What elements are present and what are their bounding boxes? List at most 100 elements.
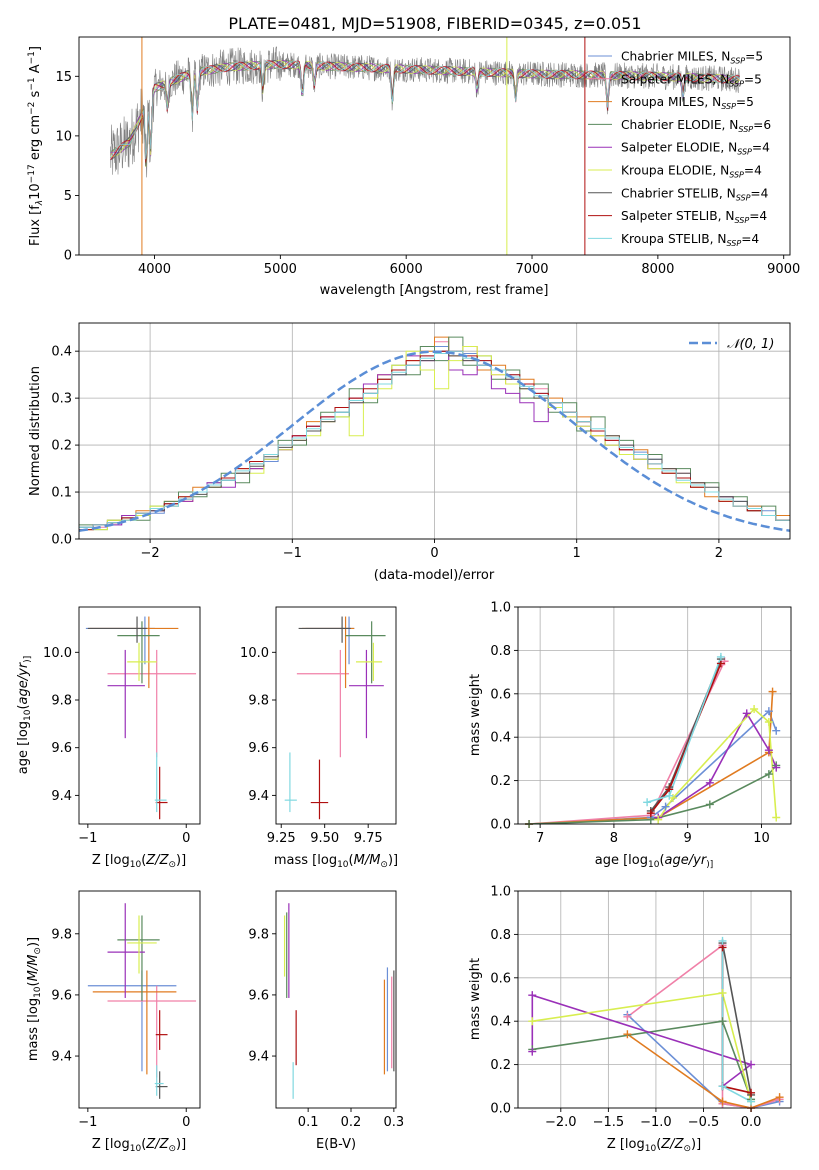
y-tick-label: 9.6 xyxy=(51,988,72,1003)
x-tick-label: 0.3 xyxy=(384,1115,405,1130)
legend-text: =4 xyxy=(744,164,762,178)
x-tick-label: 5000 xyxy=(264,262,297,277)
massweight-vs-Z-x-axis-label: Z [log10(Z/Z⊙)] xyxy=(607,1137,701,1154)
y-tick-label: 10.0 xyxy=(240,646,269,661)
y-tick-label: 0.3 xyxy=(51,392,72,407)
label-part: ⊙ xyxy=(380,860,388,870)
marker-salpeter_elodie xyxy=(747,1060,756,1069)
y-tick-label: 9.4 xyxy=(248,789,269,804)
y-tick-label: 9.8 xyxy=(248,694,269,709)
legend-label: Chabrier ELODIE, NSSP=6 xyxy=(621,118,771,134)
label-part: ( xyxy=(656,1137,661,1152)
massweight_vs_age-axes xyxy=(518,606,791,825)
y-tick-label: 0.4 xyxy=(490,731,511,746)
x-tick-label: 0 xyxy=(182,1115,190,1130)
y-tick-label: 9.6 xyxy=(51,741,72,756)
marker-kroupa_elodie xyxy=(718,988,727,997)
y-tick-label: 15 xyxy=(55,70,72,85)
y-tick-label: 0.1 xyxy=(51,486,72,501)
line-salpeter_elodie xyxy=(657,711,777,819)
label-part: ⊙ xyxy=(33,947,43,955)
marker-kroupa_elodie xyxy=(750,704,759,713)
label-part: Flux [f xyxy=(28,205,43,246)
y-tick-label: 5 xyxy=(64,189,72,204)
y-tick-label: 10 xyxy=(55,129,72,144)
x-tick-label: −1.0 xyxy=(640,1115,672,1130)
figure-title: PLATE=0481, MJD=51908, FIBERID=0345, z=0… xyxy=(228,14,641,33)
legend-label: Salpeter ELODIE, NSSP=4 xyxy=(621,141,770,157)
x-tick-label: 1 xyxy=(573,546,581,561)
y-tick-label: 0.4 xyxy=(490,1015,511,1030)
label-part: ( xyxy=(26,981,41,986)
x-tick-label: −1.5 xyxy=(593,1115,625,1130)
y-tick-label: 9.6 xyxy=(248,741,269,756)
x-tick-label: 0 xyxy=(182,831,190,846)
y-tick-label: 1.0 xyxy=(490,885,511,900)
mass_vs_Z-plot xyxy=(87,903,197,1099)
y-tick-label: 9.8 xyxy=(51,694,72,709)
marker-kroupa_elodie xyxy=(528,1017,537,1026)
label-part: ⊙ xyxy=(168,1144,176,1154)
x-tick-label: 7 xyxy=(536,831,544,846)
legend-label: Chabrier STELIB, NSSP=4 xyxy=(621,186,769,202)
label-part: −2 xyxy=(27,102,37,115)
legend-subscript: SSP xyxy=(721,102,736,111)
y-tick-label: 0 xyxy=(64,249,72,264)
x-tick-label: 2 xyxy=(715,546,723,561)
label-part: ( xyxy=(141,1137,146,1152)
spectrum-model-chabrier_stelib xyxy=(110,60,740,167)
label-part: erg cm xyxy=(28,115,43,164)
y-tick-label: 0.4 xyxy=(51,345,72,360)
line-kroupa_miles xyxy=(626,1033,780,1108)
marker-chabrier_miles xyxy=(764,707,773,716)
spectrum-model-kroupa_elodie xyxy=(110,59,740,167)
marker-salpeter_miles xyxy=(623,1012,632,1021)
marker-salpeter_elodie xyxy=(528,1047,537,1056)
axes-frame xyxy=(78,36,791,256)
marker-kroupa_elodie xyxy=(772,813,781,822)
x-tick-label: −1 xyxy=(78,1115,97,1130)
spectrum-y-axis-label: Flux [fλ10−17 erg cm−2 s−1 A−1] xyxy=(27,46,45,246)
marker-kroupa_stelib xyxy=(718,936,727,945)
marker-chabrier_elodie xyxy=(764,770,773,779)
axes-frame xyxy=(517,890,792,1109)
marker-chabrier_elodie xyxy=(718,1017,727,1026)
x-tick-label: 9000 xyxy=(767,262,800,277)
x-tick-label: 4000 xyxy=(138,262,171,277)
label-part: )] xyxy=(706,860,713,870)
marker-kroupa_stelib xyxy=(747,1097,756,1106)
legend-text: =4 xyxy=(752,141,770,155)
massweight-vs-age-y-axis-label: mass weight xyxy=(468,674,483,756)
label-part: )] xyxy=(26,937,41,947)
y-tick-label: 9.4 xyxy=(51,789,72,804)
legend-text: =5 xyxy=(736,95,754,109)
label-part: s xyxy=(28,90,43,101)
spectrum-x-axis-label: wavelength [Angstrom, rest frame] xyxy=(320,283,549,298)
label-part: 10 xyxy=(28,183,43,200)
y-tick-label: 0.0 xyxy=(490,1102,511,1117)
label-part: −17 xyxy=(27,164,37,183)
legend-subscript: SSP xyxy=(730,57,745,66)
residuals-y-axis-label: Normed distribution xyxy=(28,366,43,496)
legend-subscript: SSP xyxy=(734,216,749,225)
label-part: Z [log xyxy=(607,1137,645,1152)
label-part: )] xyxy=(691,1137,701,1152)
mass-vs-Z-x-axis-label: Z [log10(Z/Z⊙)] xyxy=(92,1137,186,1154)
x-tick-label: 9.75 xyxy=(354,831,383,846)
label-part: ( xyxy=(141,853,146,868)
marker-salpeter_elodie xyxy=(528,991,537,1000)
legend-text: Chabrier STELIB, N xyxy=(621,186,736,200)
y-tick-label: 0.0 xyxy=(490,818,511,833)
legend-subscript: SSP xyxy=(727,239,742,248)
label-part: 10 xyxy=(33,986,43,998)
label-part: 10 xyxy=(648,860,660,870)
legend-text: =4 xyxy=(741,232,759,246)
y-tick-label: 9.8 xyxy=(51,927,72,942)
age-vs-Z-x-axis-label: Z [log10(Z/Z⊙)] xyxy=(92,853,186,870)
x-tick-label: −2.0 xyxy=(545,1115,577,1130)
y-tick-label: 0.8 xyxy=(490,928,511,943)
marker-chabrier_elodie xyxy=(705,800,714,809)
label-part: age [log xyxy=(595,853,648,868)
histogram-kroupa_stelib xyxy=(79,350,790,528)
